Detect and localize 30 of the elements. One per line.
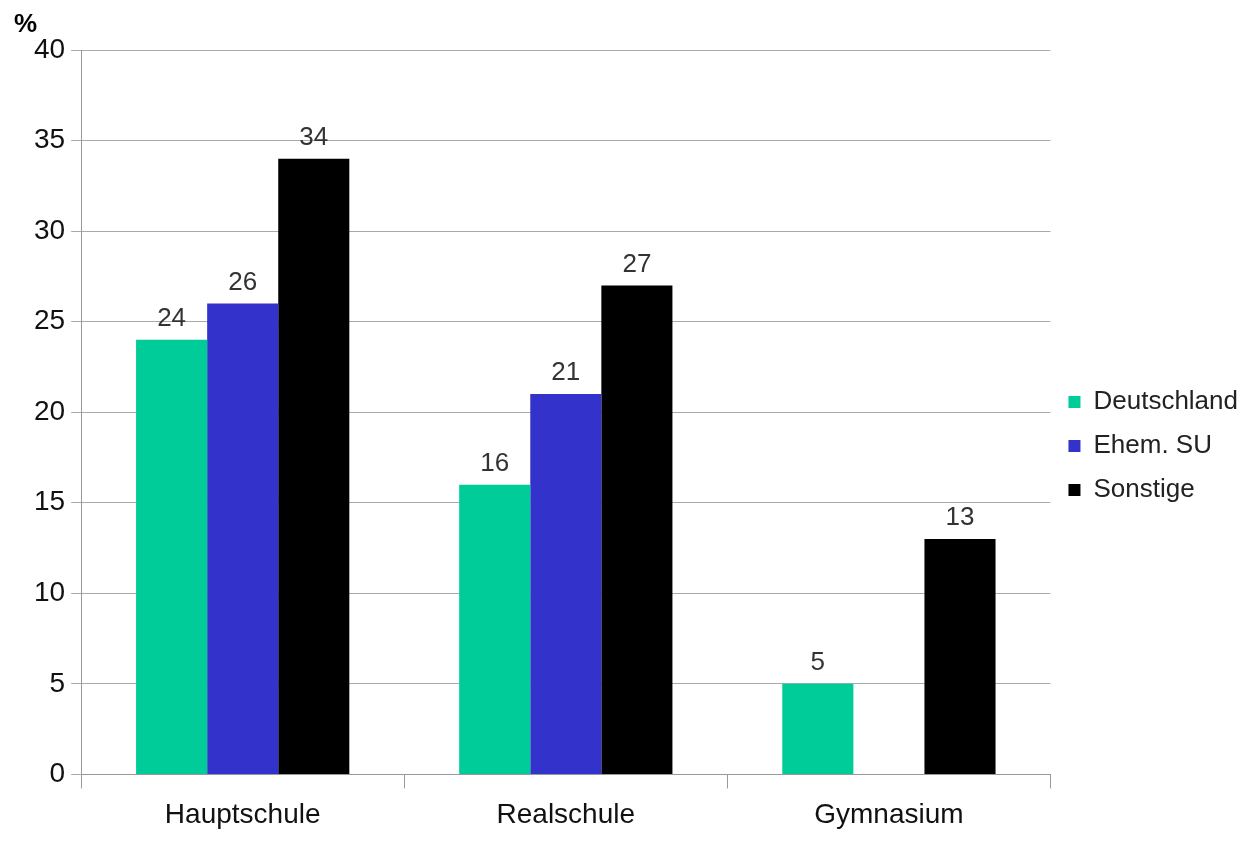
bar [530,394,602,774]
x-tick-label: Realschule [496,797,636,829]
data-label: 5 [810,646,826,677]
y-tick-label: 5 [49,666,66,698]
x-tick-label: Gymnasium [814,797,964,829]
y-tick-label: 25 [33,304,66,336]
bar [278,158,350,774]
bar [207,303,279,774]
data-label: 27 [622,247,652,278]
legend-label: Ehem. SU [1093,429,1212,460]
legend-label: Deutschland [1093,385,1239,416]
bar [782,683,854,774]
bar [459,484,531,774]
legend-label: Sonstige [1093,473,1195,504]
y-tick-label: 35 [33,123,66,155]
bar [601,285,673,774]
bar [924,538,996,774]
y-tick-label: 20 [33,394,66,426]
data-label: 34 [299,120,329,151]
x-tick-label: Hauptschule [164,797,321,829]
data-label: 21 [551,356,581,387]
y-tick-label: 0 [49,757,66,789]
y-tick-label: 10 [33,576,66,608]
y-tick-label: 30 [33,213,66,245]
data-label: 13 [945,501,975,532]
data-label: 16 [480,446,510,477]
data-label: 26 [228,265,258,296]
data-label: 24 [157,301,187,332]
y-tick-label: 15 [33,485,66,517]
bar [136,339,208,774]
